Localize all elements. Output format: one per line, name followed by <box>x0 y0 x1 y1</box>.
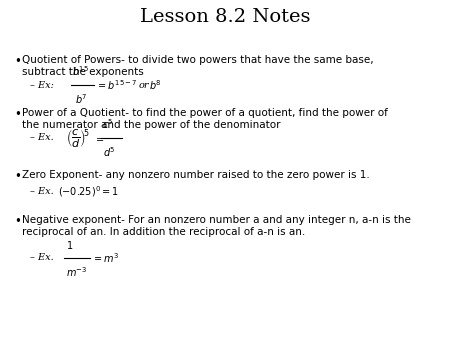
Text: – Ex.: – Ex. <box>30 254 54 263</box>
Text: $b^{15}$: $b^{15}$ <box>72 64 89 78</box>
Text: $c^{5}$: $c^{5}$ <box>102 117 113 131</box>
Text: Zero Exponent- any nonzero number raised to the zero power is 1.: Zero Exponent- any nonzero number raised… <box>22 170 370 180</box>
Text: – Ex.: – Ex. <box>30 134 54 143</box>
Text: •: • <box>14 108 21 121</box>
Text: – Ex.: – Ex. <box>30 188 63 196</box>
Text: or: or <box>139 80 149 90</box>
Text: $(-0.25)^{0} = 1$: $(-0.25)^{0} = 1$ <box>58 185 119 199</box>
Text: $=$: $=$ <box>94 133 105 143</box>
Text: $b^{8}$: $b^{8}$ <box>149 78 162 92</box>
Text: Lesson 8.2 Notes: Lesson 8.2 Notes <box>140 8 310 26</box>
Text: $b^{7}$: $b^{7}$ <box>75 92 88 106</box>
Text: •: • <box>14 170 21 183</box>
Text: Negative exponent- For an nonzero number a and any integer n, a-n is the
recipro: Negative exponent- For an nonzero number… <box>22 215 411 237</box>
Text: $\left(\dfrac{c}{d}\right)^{\!5}$: $\left(\dfrac{c}{d}\right)^{\!5}$ <box>66 127 90 149</box>
Text: •: • <box>14 215 21 228</box>
Text: $= m^{3}$: $= m^{3}$ <box>92 251 120 265</box>
Text: $d^{5}$: $d^{5}$ <box>103 145 116 159</box>
Text: $m^{-3}$: $m^{-3}$ <box>66 265 87 279</box>
Text: •: • <box>14 55 21 68</box>
Text: $1$: $1$ <box>66 239 73 251</box>
Text: Power of a Quotient- to find the power of a quotient, find the power of
the nume: Power of a Quotient- to find the power o… <box>22 108 388 129</box>
Text: Quotient of Powers- to divide two powers that have the same base,
subtract the e: Quotient of Powers- to divide two powers… <box>22 55 374 77</box>
Text: – Ex:: – Ex: <box>30 80 57 90</box>
Text: $= b^{15-7}$: $= b^{15-7}$ <box>96 78 138 92</box>
